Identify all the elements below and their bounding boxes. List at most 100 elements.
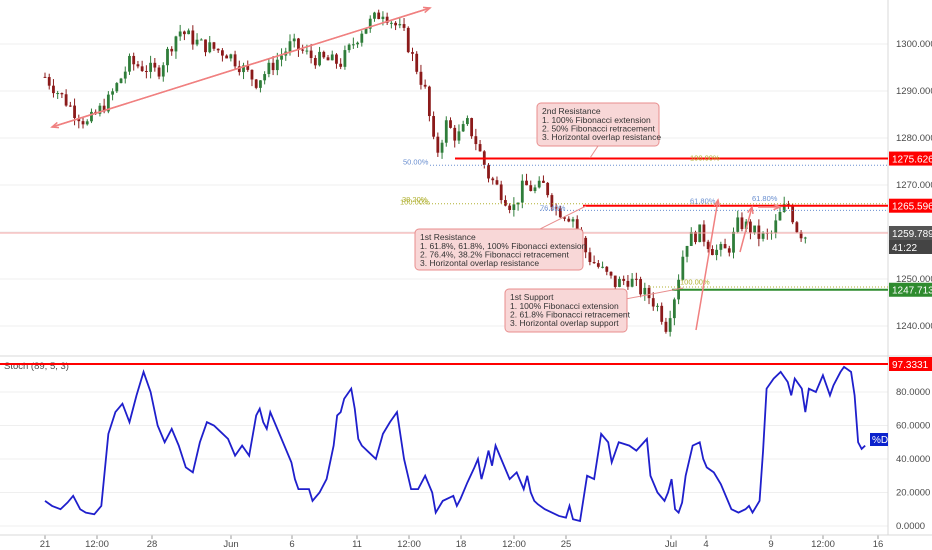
callout-title: 1st Support bbox=[510, 292, 554, 302]
price-tags: 1275.626 1265.596 1259.789 41:22 1247.713 bbox=[889, 151, 932, 297]
candle-down bbox=[411, 52, 414, 54]
candle-down bbox=[237, 66, 241, 73]
candle-down bbox=[546, 182, 550, 196]
candle-down bbox=[322, 51, 326, 58]
candle-down bbox=[81, 121, 85, 125]
candle-down bbox=[406, 27, 410, 53]
candle-down bbox=[246, 65, 250, 70]
candle-up bbox=[178, 31, 182, 37]
candles-layer bbox=[43, 9, 807, 337]
price-tick-label: 1280.000 bbox=[896, 133, 932, 144]
candle-down bbox=[474, 136, 478, 145]
candle-down bbox=[52, 85, 55, 94]
rise-arrow-3-head bbox=[773, 203, 782, 211]
stoch-tick-label: 60.0000 bbox=[896, 421, 930, 432]
candle-up bbox=[330, 54, 334, 61]
candle-up bbox=[672, 299, 676, 319]
time-tick-label: 18 bbox=[456, 539, 467, 550]
price-tick-label: 1270.000 bbox=[896, 180, 932, 191]
candle-up bbox=[761, 232, 765, 239]
fib-layer: 50.00%38.20%100.00%76.40%61.80%100.00%10… bbox=[400, 154, 778, 287]
fib-label: 76.40% bbox=[540, 203, 566, 212]
candle-up bbox=[381, 16, 385, 20]
candle-down bbox=[567, 218, 571, 222]
candle-up bbox=[782, 204, 786, 212]
candle-up bbox=[512, 204, 516, 210]
candle-down bbox=[723, 244, 727, 249]
callout-title: 1st Resistance bbox=[420, 232, 476, 242]
time-tick-label: Jun bbox=[223, 539, 238, 550]
resistance-1-tag-label: 1265.596 bbox=[892, 202, 932, 213]
candle-up bbox=[753, 225, 757, 233]
candle-up bbox=[85, 121, 89, 125]
candle-up bbox=[98, 105, 102, 114]
candle-down bbox=[326, 57, 330, 61]
candle-up bbox=[744, 221, 748, 230]
candle-up bbox=[318, 51, 321, 66]
trend-arrow-down bbox=[51, 7, 431, 128]
candle-down bbox=[423, 84, 427, 87]
candle-up bbox=[732, 231, 735, 253]
callout-box bbox=[504, 288, 628, 333]
candle-down bbox=[529, 185, 533, 191]
candle-down bbox=[558, 208, 562, 218]
candle-up bbox=[364, 28, 368, 34]
price-tick-label: 1290.000 bbox=[896, 86, 932, 97]
candle-up bbox=[195, 39, 199, 45]
candle-down bbox=[799, 232, 803, 239]
candle-up bbox=[351, 44, 355, 46]
time-tick-label: 25 bbox=[561, 539, 572, 550]
candle-up bbox=[166, 48, 169, 66]
candle-down bbox=[478, 144, 482, 152]
candle-up bbox=[229, 54, 233, 59]
fib-label: 100.00% bbox=[690, 154, 720, 163]
candle-down bbox=[584, 237, 588, 253]
candle-down bbox=[525, 180, 528, 186]
price-tick-label: 1300.000 bbox=[896, 39, 932, 50]
candle-up bbox=[347, 44, 351, 51]
candle-up bbox=[187, 30, 191, 35]
callout-line: 3. Horizontal overlap resistance bbox=[542, 132, 661, 142]
candle-down bbox=[394, 22, 397, 26]
time-tick-label: Jul bbox=[665, 539, 677, 550]
stoch-tick-label: 80.0000 bbox=[896, 387, 930, 398]
resistance-1-tag bbox=[889, 198, 932, 213]
candle-up bbox=[199, 39, 203, 41]
rise-arrow-1-head bbox=[713, 198, 721, 207]
current-price-tag-sub-label: 41:22 bbox=[892, 243, 917, 254]
current-price-tag-label: 1259.789 bbox=[892, 229, 932, 240]
candle-down bbox=[47, 77, 51, 86]
candle-down bbox=[749, 221, 752, 233]
fib-label: 100.00% bbox=[400, 198, 430, 207]
candle-down bbox=[73, 105, 76, 118]
stoch-d-line bbox=[44, 365, 866, 523]
candle-down bbox=[153, 62, 157, 68]
callout-box bbox=[414, 228, 584, 271]
candle-up bbox=[128, 55, 131, 72]
candle-down bbox=[132, 55, 136, 65]
stoch-tick-label: 40.0000 bbox=[896, 454, 930, 465]
candle-down bbox=[77, 117, 81, 122]
callout-line: 3. Horizontal overlap resistance bbox=[420, 258, 539, 268]
candle-up bbox=[259, 80, 262, 88]
candle-down bbox=[64, 94, 68, 106]
callout-line: 2. 76.4%, 38.2% Fibonacci retracement bbox=[420, 250, 569, 260]
callout-line: 3. Horizontal overlap support bbox=[510, 318, 619, 328]
candle-down bbox=[634, 278, 638, 280]
candle-down bbox=[588, 252, 592, 262]
candle-down bbox=[225, 55, 229, 59]
callout-title: 2nd Resistance bbox=[542, 106, 601, 116]
candle-down bbox=[102, 105, 106, 112]
candle-up bbox=[275, 59, 279, 71]
candle-up bbox=[457, 131, 461, 141]
candle-up bbox=[533, 187, 537, 191]
fib-label: 100.00% bbox=[680, 278, 710, 287]
candle-up bbox=[267, 62, 271, 75]
fib-label: 50.00% bbox=[403, 157, 429, 166]
candle-up bbox=[208, 42, 212, 53]
candle-up bbox=[263, 74, 267, 81]
